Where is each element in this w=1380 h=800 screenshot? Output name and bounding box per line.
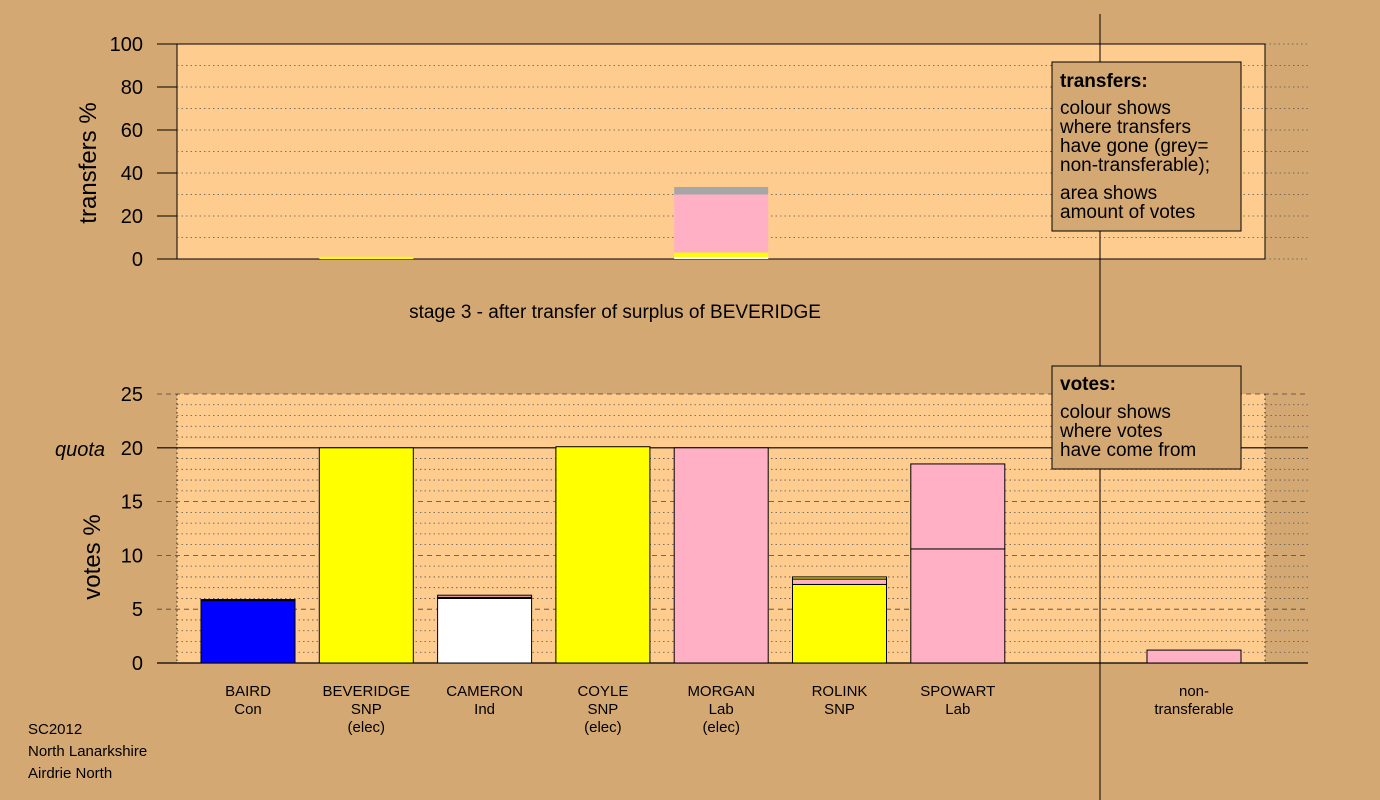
candidate-label: ROLINK	[812, 683, 868, 700]
candidate-label: non-	[1179, 683, 1209, 700]
votes-y-axis-title: votes %	[79, 514, 106, 599]
candidate-label: SNP	[351, 701, 382, 718]
votes-legend-line: colour shows	[1060, 402, 1171, 423]
votes-legend-box	[1051, 365, 1242, 470]
candidate-label: Lab	[945, 701, 970, 718]
vote-segment	[673, 447, 769, 664]
y-tick-label: 20	[121, 206, 143, 228]
vote-segment	[200, 599, 296, 602]
candidate-label: Con	[234, 701, 262, 718]
transfers-legend-line: area shows	[1060, 183, 1157, 204]
y-tick-label: 25	[121, 384, 143, 406]
transfer-segment	[319, 256, 414, 259]
stage-title: stage 3 - after transfer of surplus of B…	[409, 302, 821, 323]
y-tick-label: 0	[132, 653, 143, 675]
votes-legend: votes: colour shows where votes have com…	[1051, 365, 1242, 470]
transfer-segment	[674, 252, 769, 257]
candidate-label: MORGAN	[687, 683, 755, 700]
transfers-legend-line: have gone (grey=	[1060, 136, 1208, 157]
transfers-y-axis-title: transfers %	[75, 102, 102, 223]
transfers-legend-line: where transfers	[1059, 117, 1191, 138]
transfer-segment	[674, 256, 769, 259]
y-tick-label: 10	[121, 545, 143, 567]
votes-legend-title: votes:	[1060, 374, 1116, 395]
candidate-label: BEVERIDGE	[323, 683, 411, 700]
y-tick-label: 15	[121, 492, 143, 514]
candidate-label: Ind	[474, 701, 495, 718]
transfer-segment	[674, 194, 769, 253]
vote-segment	[792, 583, 887, 664]
y-tick-label: 20	[121, 438, 143, 460]
candidate-label: Lab	[709, 701, 734, 718]
candidate-label: SPOWART	[920, 683, 995, 700]
candidate-label: COYLE	[577, 683, 628, 700]
meta-ward: Airdrie North	[28, 765, 112, 782]
transfers-bars	[319, 186, 769, 259]
transfer-segment	[674, 186, 769, 195]
candidate-label: (elec)	[348, 719, 386, 736]
candidate-label: transferable	[1154, 701, 1233, 718]
vote-segment	[910, 548, 1006, 664]
y-tick-label: 80	[121, 77, 143, 99]
transfers-legend-title: transfers:	[1060, 71, 1148, 92]
transfers-legend-line: amount of votes	[1060, 202, 1195, 223]
vote-segment	[437, 597, 533, 664]
candidate-label: SNP	[824, 701, 855, 718]
votes-bars	[200, 446, 1242, 664]
transfers-legend-line: colour shows	[1060, 98, 1171, 119]
candidate-label: (elec)	[702, 719, 740, 736]
transfers-legend-line: non-transferable);	[1060, 155, 1210, 176]
candidate-label: (elec)	[584, 719, 622, 736]
votes-legend-line: have come from	[1060, 440, 1196, 461]
meta-election: SC2012	[28, 721, 82, 738]
y-tick-label: 40	[121, 163, 143, 185]
transfers-y-tick-labels: 0 20 40 60 80 100	[110, 34, 177, 271]
transfers-legend: transfers: colour shows where transfers …	[1051, 61, 1242, 232]
transfers-legend-box	[1051, 61, 1242, 232]
candidate-label: CAMERON	[446, 683, 523, 700]
y-tick-label: 60	[121, 120, 143, 142]
y-tick-label: 5	[132, 599, 143, 621]
vote-segment	[1146, 649, 1242, 664]
vote-segment	[200, 600, 296, 664]
vote-segment	[318, 447, 414, 664]
vote-segment	[792, 578, 887, 585]
quota-label: quota	[55, 439, 105, 461]
vote-segment	[437, 594, 533, 598]
meta-council: North Lanarkshire	[28, 743, 147, 760]
vote-segment	[910, 463, 1006, 550]
candidate-labels: BAIRDConBEVERIDGESNP(elec)CAMERONIndCOYL…	[225, 683, 1234, 736]
votes-legend-line: where votes	[1059, 421, 1162, 442]
vote-segment	[792, 576, 887, 580]
candidate-label: BAIRD	[225, 683, 271, 700]
candidate-label: SNP	[587, 701, 618, 718]
votes-y-tick-labels: 0 5 10 15 20 25	[121, 384, 143, 675]
vote-segment	[555, 446, 651, 664]
y-tick-label: 100	[110, 34, 143, 56]
y-tick-label: 0	[132, 249, 143, 271]
